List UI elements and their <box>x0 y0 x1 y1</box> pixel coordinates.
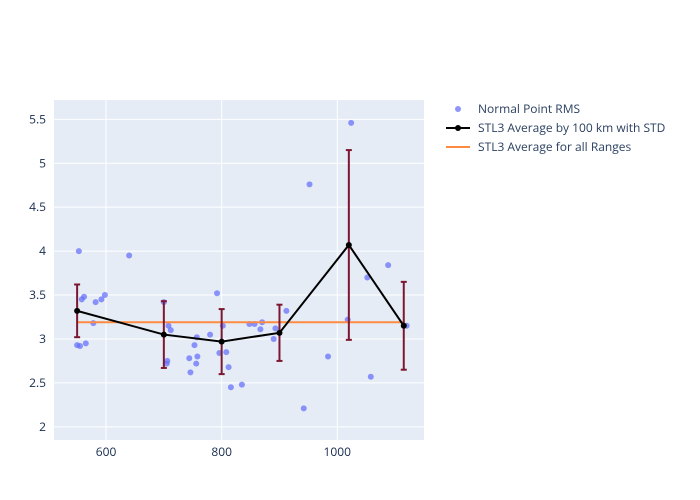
svg-text:800: 800 <box>211 443 232 460</box>
svg-text:4: 4 <box>39 242 46 259</box>
svg-text:1000: 1000 <box>324 443 352 460</box>
svg-text:4.5: 4.5 <box>29 198 46 215</box>
svg-text:5.5: 5.5 <box>29 110 46 127</box>
legend-swatch-scatter <box>444 102 472 116</box>
svg-text:2.5: 2.5 <box>29 374 46 391</box>
legend-item-line-err[interactable]: STL3 Average by 100 km with STD <box>444 119 665 136</box>
svg-text:2: 2 <box>39 418 46 435</box>
legend-label: Normal Point RMS <box>478 100 580 117</box>
legend-item-scatter[interactable]: Normal Point RMS <box>444 100 580 117</box>
chart-svg: 600 800 1000 2 2.5 3 3.5 4 4.5 5 5.5 <box>0 0 700 500</box>
svg-text:5: 5 <box>39 154 46 171</box>
legend-label: STL3 Average by 100 km with STD <box>478 119 665 136</box>
svg-text:3.5: 3.5 <box>29 286 46 303</box>
legend-label: STL3 Average for all Ranges <box>478 138 631 155</box>
legend-item-avg[interactable]: STL3 Average for all Ranges <box>444 138 631 155</box>
legend-swatch-line-err <box>444 121 472 135</box>
svg-text:3: 3 <box>39 330 46 347</box>
svg-text:600: 600 <box>96 443 117 460</box>
legend-swatch-avg <box>444 140 472 154</box>
